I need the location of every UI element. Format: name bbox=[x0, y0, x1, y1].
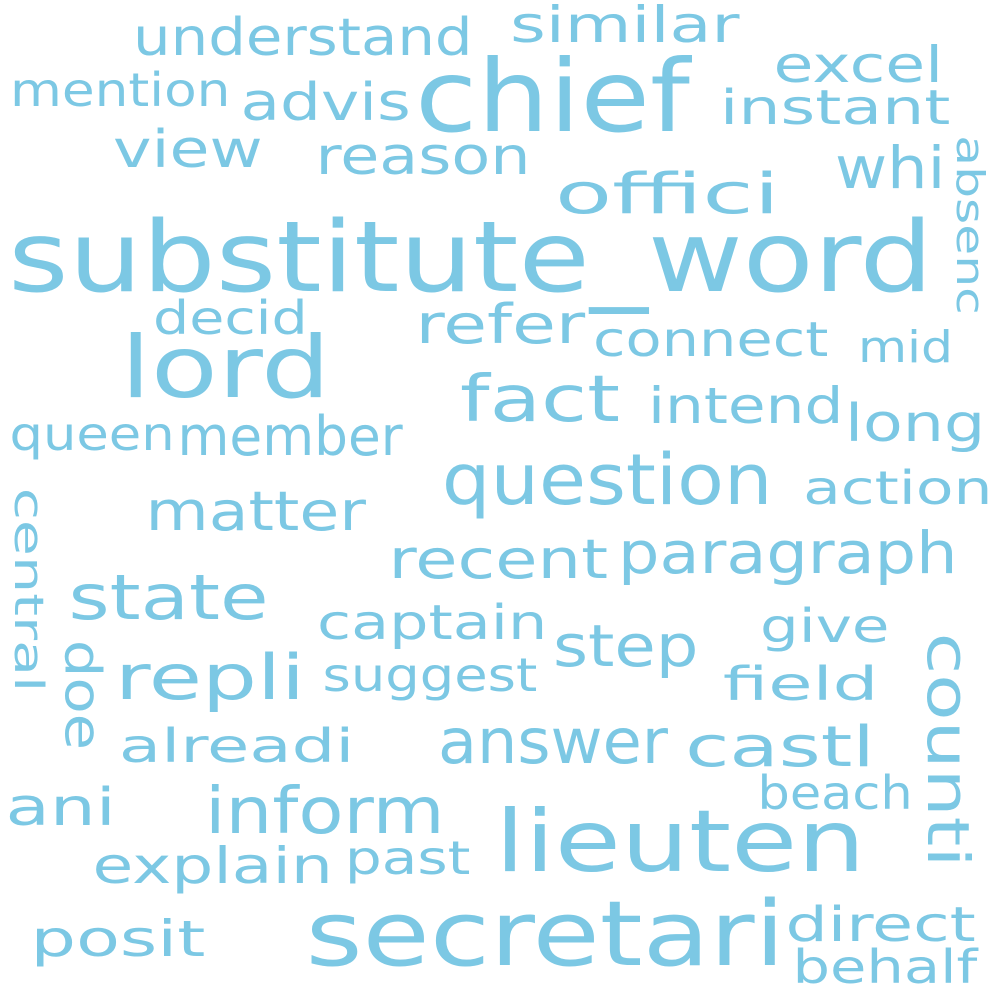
word-action: action bbox=[803, 461, 993, 515]
word-mention: mention bbox=[9, 63, 231, 117]
word-lieuten: lieuten bbox=[494, 792, 866, 892]
word-give: give bbox=[760, 599, 890, 653]
word-answer: answer bbox=[437, 705, 668, 778]
word-alreadi: alreadi bbox=[118, 719, 354, 773]
word-question: question bbox=[441, 439, 773, 521]
word-absenc: absenc bbox=[947, 135, 992, 315]
word-suggest: suggest bbox=[322, 648, 538, 702]
word-offici: offici bbox=[554, 162, 780, 227]
word-similar: similar bbox=[510, 0, 740, 54]
word-connect: connect bbox=[592, 312, 828, 368]
word-ani: ani bbox=[4, 778, 116, 838]
word-intend: intend bbox=[647, 377, 843, 435]
word-chief: chief bbox=[414, 38, 690, 155]
word-field: field bbox=[722, 657, 878, 711]
word-step: step bbox=[552, 612, 699, 680]
word-substitute-word: substitute_word bbox=[7, 201, 933, 315]
word-captain: captain bbox=[316, 595, 548, 651]
word-state: state bbox=[67, 561, 269, 634]
word-counti: counti bbox=[913, 632, 982, 868]
word-explain: explain bbox=[91, 837, 333, 895]
word-lord: lord bbox=[119, 318, 330, 418]
word-understand: understand bbox=[133, 8, 473, 68]
word-decid: decid bbox=[152, 291, 308, 345]
word-central: central bbox=[4, 487, 51, 693]
word-beach: beach bbox=[757, 766, 913, 820]
word-posit: posit bbox=[30, 910, 206, 968]
word-repli: repli bbox=[114, 641, 306, 714]
word-view: view bbox=[113, 120, 263, 180]
word-secretari: secretari bbox=[305, 882, 785, 987]
word-recent: recent bbox=[388, 528, 608, 591]
word-member: member bbox=[177, 405, 403, 468]
word-excel: excel bbox=[773, 36, 943, 94]
word-advis: advis bbox=[239, 73, 411, 133]
word-matter: matter bbox=[144, 480, 366, 543]
word-mid: mid bbox=[857, 322, 953, 373]
word-refer: refer bbox=[415, 293, 585, 356]
word-fact: fact bbox=[460, 363, 621, 437]
word-paragraph: paragraph bbox=[618, 519, 958, 587]
word-queen: queen bbox=[9, 407, 175, 461]
word-reason: reason bbox=[315, 127, 531, 187]
word-instant: instant bbox=[719, 80, 951, 136]
word-whi: whi bbox=[834, 134, 946, 202]
word-behalf: behalf bbox=[792, 940, 978, 994]
word-inform: inform bbox=[205, 775, 445, 849]
word-past: past bbox=[344, 831, 470, 885]
word-long: long bbox=[844, 394, 986, 454]
word-castl: castl bbox=[685, 715, 875, 780]
word-direct: direct bbox=[784, 897, 976, 953]
word-doe: doe bbox=[53, 639, 112, 751]
